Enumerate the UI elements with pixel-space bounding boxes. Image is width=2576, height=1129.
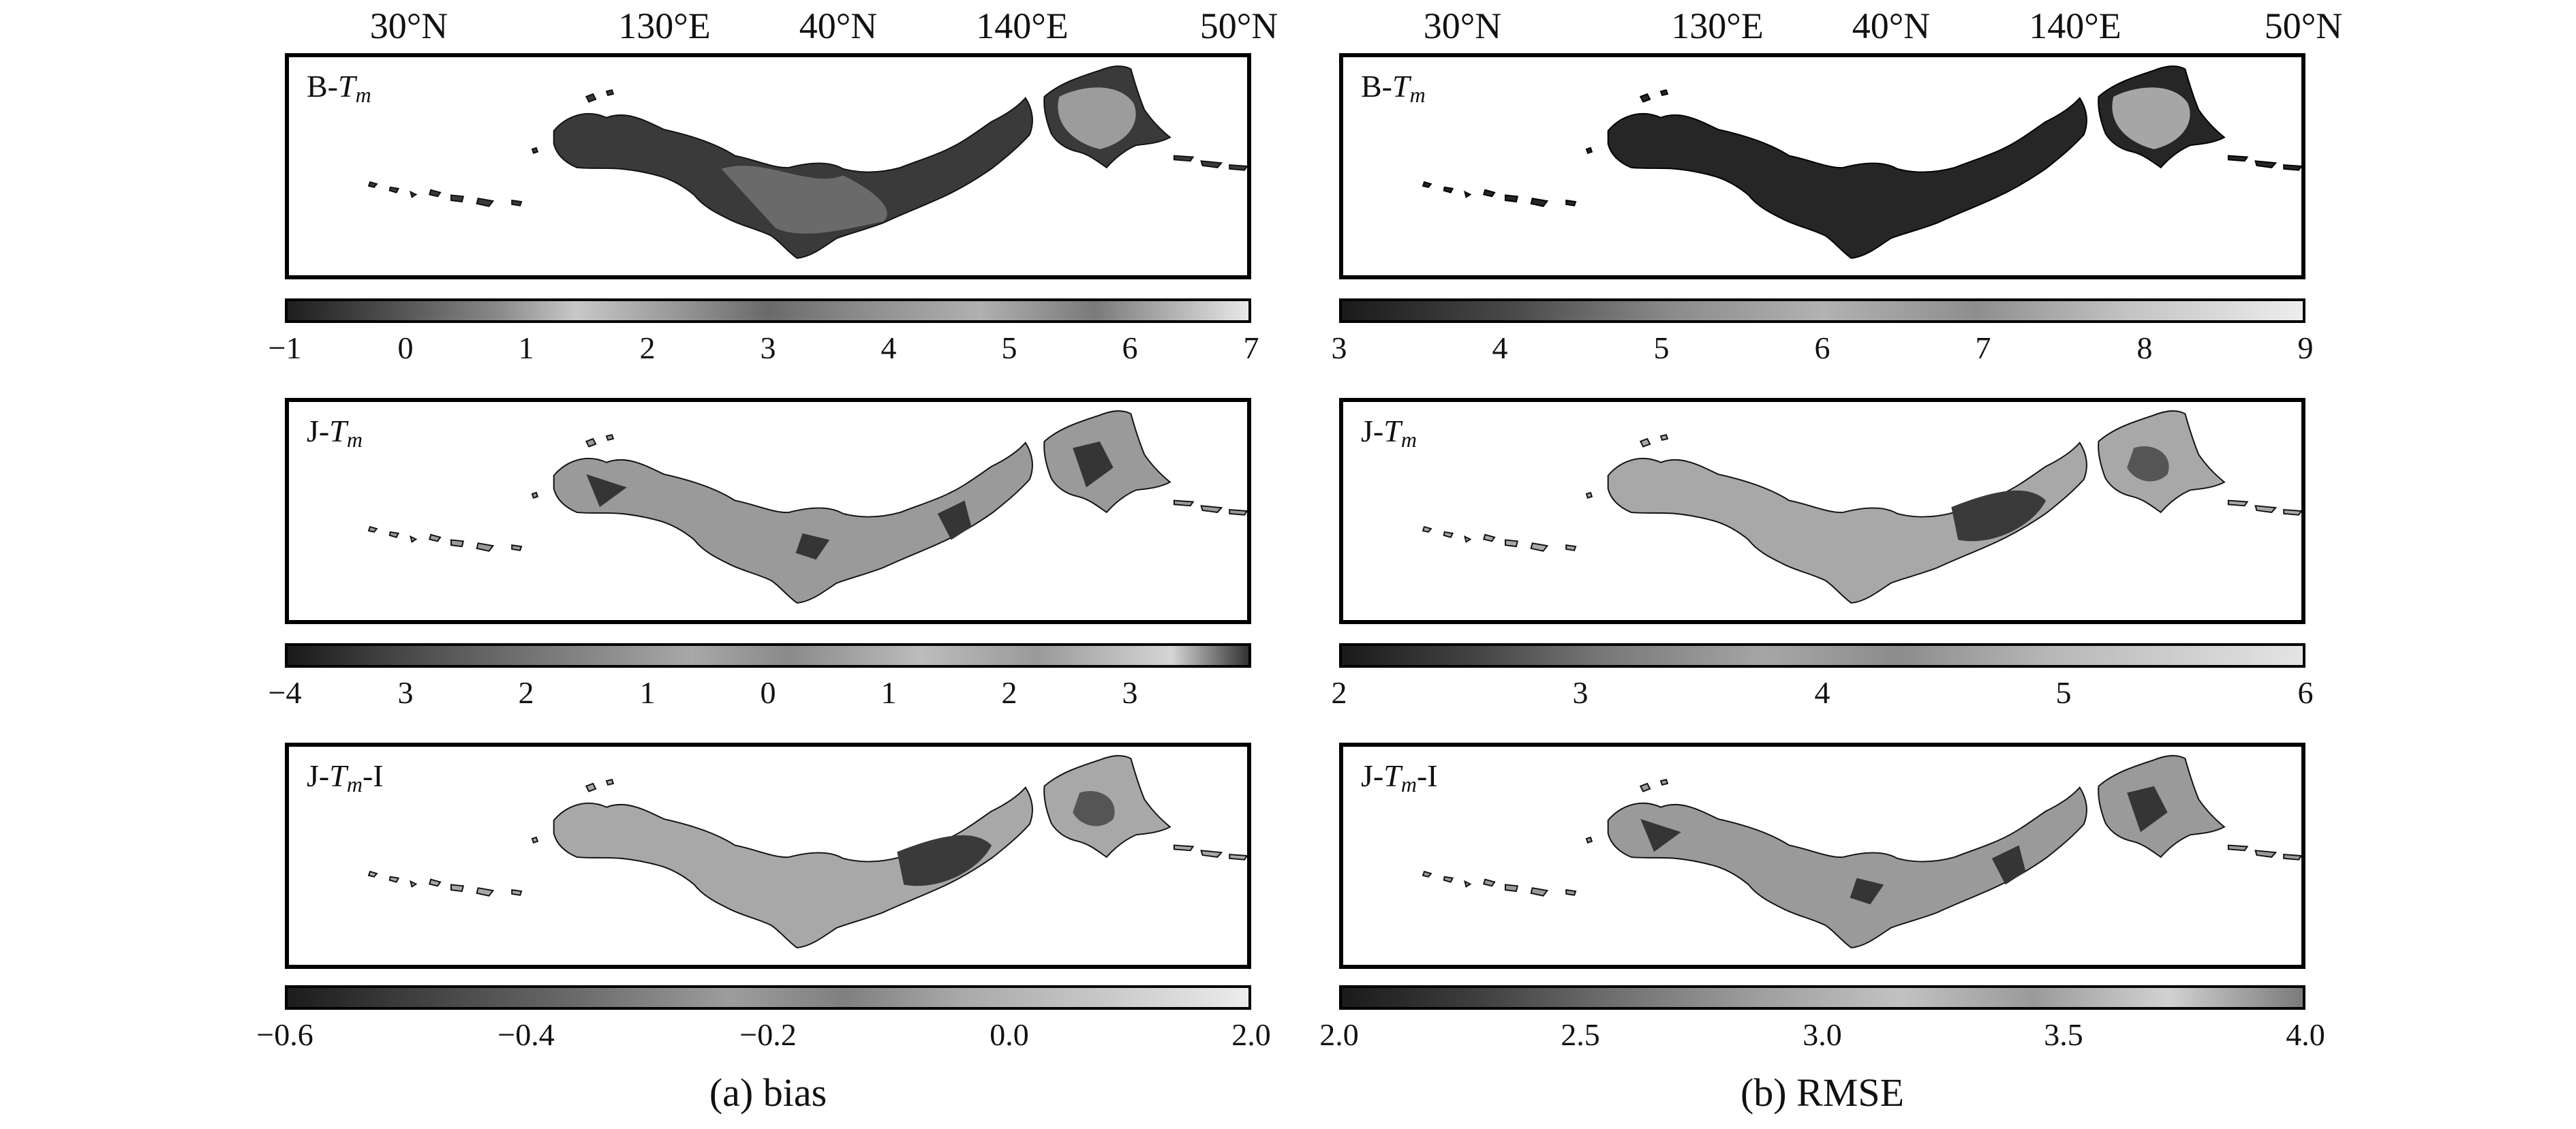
colorbar-bias-jtm: [285, 643, 1251, 668]
japan-map: [1343, 747, 2301, 965]
cb-tick: −0.4: [497, 1017, 555, 1052]
cb-tick: 2: [639, 330, 656, 365]
cb-tick: 3: [1122, 675, 1138, 710]
cb-tick: 5: [2055, 675, 2072, 710]
japan-map: [289, 747, 1247, 965]
caption-rmse: (b) RMSE: [1740, 1070, 1905, 1115]
axis-label-140e-left: 140°E: [976, 5, 1069, 46]
cb-tick: 4: [1814, 675, 1830, 710]
cb-tick: 1: [880, 675, 897, 710]
axis-label-130e-left: 130°E: [618, 5, 711, 46]
axis-label-30n-right: 30°N: [1423, 5, 1502, 46]
colorbar-bias-jtmi: [285, 985, 1251, 1010]
axis-label-50n-left: 50°N: [1199, 5, 1278, 46]
japan-map: [1343, 57, 2301, 275]
panel-label: J-Tm: [1361, 414, 1417, 452]
japan-map: [289, 402, 1247, 620]
japan-map: [289, 57, 1247, 275]
colorbar-rmse-jtm: [1339, 643, 2305, 668]
cb-tick: 2: [1331, 675, 1347, 710]
axis-label-50n-right: 50°N: [2264, 5, 2343, 46]
map-panel-bias-btm: B-Tm: [285, 53, 1251, 279]
colorbar-rmse-jtmi: [1339, 985, 2305, 1010]
cb-tick: −4: [268, 675, 302, 710]
cb-tick: 3: [1331, 330, 1347, 365]
panel-label: B-Tm: [307, 69, 371, 108]
axis-label-40n-right: 40°N: [1852, 5, 1931, 46]
cb-tick: 8: [2136, 330, 2153, 365]
axis-label-40n-left: 40°N: [799, 5, 878, 46]
cb-tick: 4: [1492, 330, 1508, 365]
panel-label: J-Tm: [307, 414, 363, 452]
map-panel-rmse-jtmi: J-Tm-I: [1339, 743, 2305, 969]
colorbar-bias-btm: [285, 298, 1251, 323]
cb-tick: 7: [1975, 330, 1991, 365]
cb-tick: 6: [2297, 675, 2314, 710]
cb-tick: 3: [1572, 675, 1589, 710]
cb-tick: 7: [1243, 330, 1259, 365]
cb-tick: 1: [518, 330, 534, 365]
cb-tick: 9: [2297, 330, 2314, 365]
cb-tick: −1: [268, 330, 302, 365]
cb-tick: 2: [1001, 675, 1017, 710]
cb-tick: 1: [639, 675, 656, 710]
cb-tick: 0.0: [990, 1017, 1029, 1052]
axis-label-130e-right: 130°E: [1671, 5, 1764, 46]
cb-tick: 5: [1653, 330, 1670, 365]
cb-tick: 3: [397, 675, 414, 710]
cb-tick: 2: [518, 675, 534, 710]
cb-tick: 4.0: [2286, 1017, 2325, 1052]
cb-tick: 3.0: [1803, 1017, 1842, 1052]
cb-tick: 5: [1001, 330, 1017, 365]
panel-label: B-Tm: [1361, 69, 1426, 108]
cb-tick: 3: [760, 330, 776, 365]
cb-tick: 0: [760, 675, 776, 710]
map-panel-bias-jtm: J-Tm: [285, 398, 1251, 624]
caption-bias: (a) bias: [709, 1070, 827, 1115]
cb-tick: −0.2: [739, 1017, 797, 1052]
colorbar-rmse-btm: [1339, 298, 2305, 323]
cb-tick: 3.5: [2044, 1017, 2083, 1052]
panel-label: J-Tm-I: [307, 758, 384, 797]
cb-tick: −0.6: [256, 1017, 313, 1052]
cb-tick: 4: [880, 330, 897, 365]
cb-tick: 0: [397, 330, 414, 365]
axis-label-140e-right: 140°E: [2029, 5, 2121, 46]
cb-tick: 2.0: [1231, 1017, 1271, 1052]
map-panel-rmse-jtm: J-Tm: [1339, 398, 2305, 624]
cb-tick: 6: [1814, 330, 1830, 365]
japan-map: [1343, 402, 2301, 620]
axis-label-30n-left: 30°N: [369, 5, 448, 46]
map-panel-bias-jtmi: J-Tm-I: [285, 743, 1251, 969]
panel-label: J-Tm-I: [1361, 758, 1438, 797]
cb-tick: 2.5: [1561, 1017, 1600, 1052]
map-panel-rmse-btm: B-Tm: [1339, 53, 2305, 279]
cb-tick: 6: [1122, 330, 1138, 365]
cb-tick: 2.0: [1319, 1017, 1359, 1052]
